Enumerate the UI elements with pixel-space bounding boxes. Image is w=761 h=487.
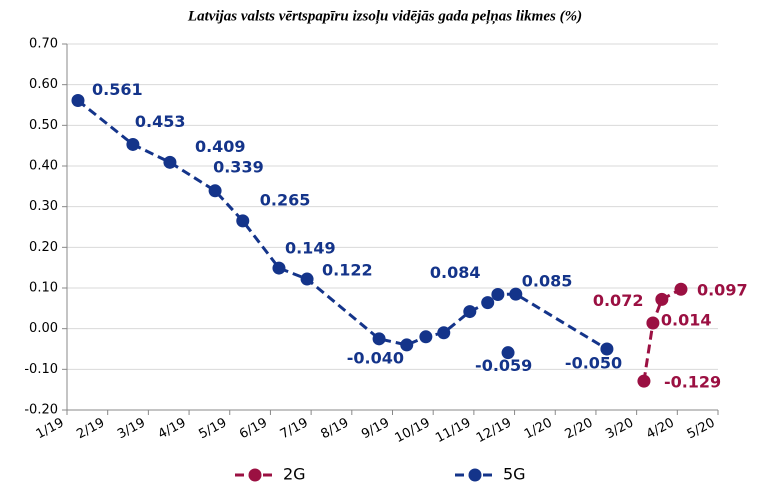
x-tick-label: 10/19 (393, 415, 433, 446)
point (501, 346, 515, 360)
y-tick-label: -0.10 (24, 362, 58, 377)
legend-marker (248, 468, 262, 482)
x-tick-label: 4/19 (156, 415, 189, 442)
data-label: 0.339 (213, 157, 264, 176)
x-tick-label: 6/19 (237, 415, 270, 442)
point (674, 282, 688, 296)
y-tick-label: 0.00 (29, 321, 58, 336)
y-tick-label: 0.30 (29, 199, 58, 214)
data-label: 0.453 (135, 112, 186, 131)
data-label: 0.084 (430, 263, 481, 282)
y-tick-label: 0.70 (29, 37, 58, 52)
point (163, 155, 177, 169)
series-line (77, 99, 608, 351)
point (600, 342, 614, 356)
data-label: 0.072 (593, 291, 644, 310)
x-tick-label: 1/19 (34, 415, 67, 442)
x-tick-label: 9/19 (359, 415, 392, 442)
point (208, 184, 222, 198)
point (126, 137, 140, 151)
data-label: -0.040 (347, 348, 404, 367)
data-label: -0.129 (664, 373, 721, 392)
data-label: 0.014 (661, 310, 712, 329)
point (437, 326, 451, 340)
chart-title: Latvijas valsts vērtspapīru izsoļu vidēj… (187, 8, 582, 24)
x-tick-label: 4/20 (644, 415, 677, 442)
x-tick-label: 5/19 (196, 415, 229, 442)
data-label: 0.085 (522, 272, 573, 291)
data-label: 0.149 (285, 239, 336, 258)
x-tick-label: 7/19 (278, 415, 311, 442)
data-label: 0.265 (260, 190, 311, 209)
point (372, 332, 386, 346)
y-tick-label: 0.10 (29, 281, 58, 296)
point (400, 338, 414, 352)
point (71, 94, 85, 108)
point (481, 296, 495, 310)
x-tick-label: 11/19 (433, 415, 473, 446)
data-label: 0.097 (697, 281, 748, 300)
series-line (642, 287, 682, 382)
point (509, 287, 523, 301)
y-tick-label: -0.20 (24, 403, 58, 418)
y-tick-label: 0.60 (29, 77, 58, 92)
point (419, 330, 433, 344)
x-tick-label: 5/20 (685, 415, 718, 442)
data-label: -0.059 (475, 356, 532, 375)
point (655, 292, 669, 306)
x-tick-label: 12/19 (474, 415, 514, 446)
y-tick-label: 0.40 (29, 159, 58, 174)
point (236, 214, 250, 228)
x-tick-label: 3/19 (115, 415, 148, 442)
point (272, 261, 286, 275)
x-tick-label: 2/20 (563, 415, 596, 442)
x-tick-label: 8/19 (319, 415, 352, 442)
data-label: 0.122 (322, 261, 373, 280)
point (463, 305, 477, 319)
legend-label: 5G (503, 465, 526, 484)
point (646, 316, 660, 330)
x-tick-label: 3/20 (603, 415, 636, 442)
point (637, 374, 651, 388)
x-tick-label: 2/19 (74, 415, 107, 442)
legend-marker (468, 468, 482, 482)
x-tick-label: 1/20 (522, 415, 555, 442)
point (300, 272, 314, 286)
point (491, 288, 505, 302)
y-tick-label: 0.20 (29, 240, 58, 255)
y-tick-label: 0.50 (29, 118, 58, 133)
data-label: -0.050 (565, 354, 622, 373)
data-label: 0.409 (195, 137, 246, 156)
legend-label: 2G (283, 465, 306, 484)
data-label: 0.561 (92, 80, 143, 99)
